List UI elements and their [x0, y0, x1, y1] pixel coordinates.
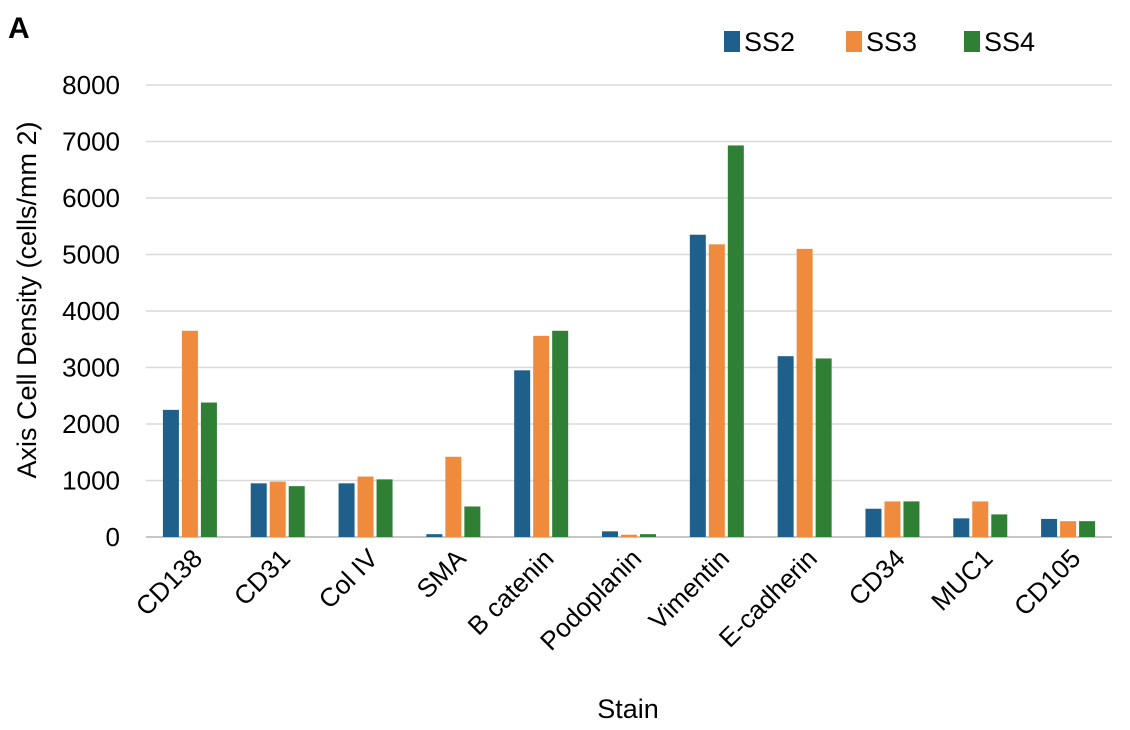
x-axis-label: Stain: [597, 694, 659, 724]
x-category-label: CD34: [842, 543, 910, 611]
legend-label-ss2: SS2: [744, 27, 795, 57]
x-category-label: SMA: [411, 543, 473, 605]
bar-ss3-b-catenin: [533, 335, 550, 537]
x-category-label: Col IV: [313, 543, 385, 615]
legend-swatch-ss2: [724, 31, 740, 52]
panel-label: A: [8, 12, 30, 45]
legend: SS2 SS3 SS4: [724, 27, 1035, 57]
bar-ss4-cd138: [200, 402, 217, 537]
bar-ss3-sma: [445, 456, 462, 537]
y-tick-label: 5000: [62, 240, 120, 270]
y-tick-label: 8000: [62, 70, 120, 100]
bar-ss4-col-iv: [376, 479, 393, 537]
bar-ss4-cd34: [903, 501, 920, 537]
bar-ss2-muc1: [953, 518, 970, 537]
bar-ss2-b-catenin: [514, 370, 531, 537]
bar-ss2-cd105: [1041, 518, 1058, 537]
y-tick-label: 6000: [62, 183, 120, 213]
bar-ss3-muc1: [972, 501, 989, 537]
bar-ss3-podoplanin: [621, 534, 637, 537]
legend-label-ss4: SS4: [984, 27, 1035, 57]
bar-ss2-podoplanin: [602, 531, 618, 537]
bar-ss4-vimentin: [727, 145, 744, 537]
bar-ss3-cd105: [1060, 521, 1077, 537]
bar-ss2-cd31: [250, 483, 267, 537]
y-tick-labels: 0 1000 2000 3000 4000 5000 6000 7000 8000: [62, 70, 120, 552]
bar-ss4-e-cadherin: [815, 358, 832, 537]
bar-ss2-cd34: [865, 508, 882, 537]
legend-swatch-ss3: [846, 31, 862, 52]
bar-ss2-e-cadherin: [777, 356, 794, 537]
x-category-label: MUC1: [925, 543, 998, 616]
bar-ss3-cd31: [269, 481, 286, 537]
bar-ss4-podoplanin: [640, 534, 656, 537]
bar-ss4-cd105: [1079, 521, 1096, 537]
bar-ss2-sma: [426, 534, 443, 537]
y-axis-label: Axis Cell Density (cells/mm 2): [12, 121, 42, 478]
y-tick-label: 2000: [62, 409, 120, 439]
grid-layer: [146, 84, 1112, 538]
y-tick-label: 1000: [62, 466, 120, 496]
bar-ss4-sma: [464, 506, 481, 537]
x-category-label: CD31: [228, 543, 296, 611]
bar-ss4-muc1: [991, 514, 1008, 537]
bar-ss2-vimentin: [689, 234, 706, 537]
bar-ss4-b-catenin: [552, 330, 569, 537]
legend-label-ss3: SS3: [866, 27, 917, 57]
x-category-label: CD138: [130, 543, 208, 621]
bars-layer: [162, 145, 1096, 537]
bar-ss2-cd138: [162, 409, 179, 537]
x-category-label: Vimentin: [643, 543, 735, 635]
bar-ss3-col-iv: [357, 476, 374, 537]
y-tick-label: 7000: [62, 127, 120, 157]
y-tick-label: 4000: [62, 296, 120, 326]
x-category-label: CD105: [1008, 543, 1086, 621]
bar-ss2-col-iv: [338, 483, 355, 537]
bar-ss3-e-cadherin: [796, 248, 813, 537]
bar-ss4-cd31: [288, 486, 305, 537]
y-tick-label: 3000: [62, 353, 120, 383]
bar-ss3-cd34: [884, 501, 901, 537]
bar-ss3-cd138: [181, 330, 198, 537]
y-tick-label: 0: [106, 522, 120, 552]
bar-ss3-vimentin: [708, 244, 725, 537]
legend-swatch-ss4: [964, 31, 980, 52]
